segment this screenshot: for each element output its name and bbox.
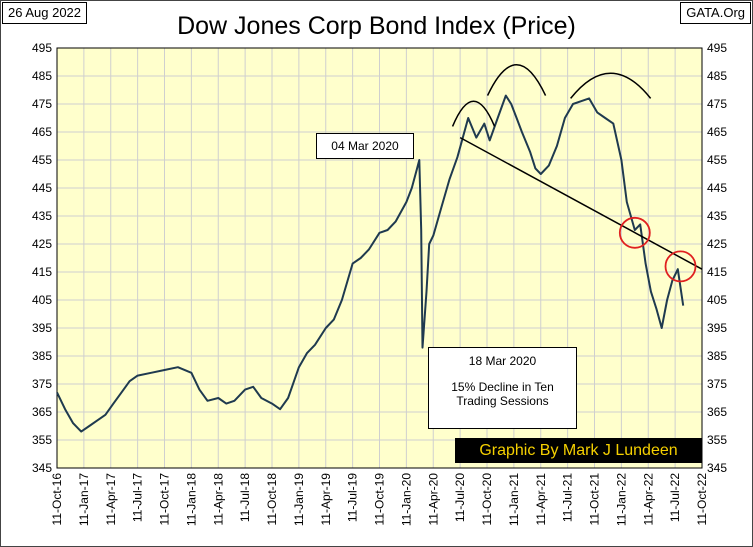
x-tick-label: 11-Oct-22: [695, 473, 709, 526]
y-tick-label-right: 405: [707, 293, 727, 307]
y-tick-label-right: 365: [707, 405, 727, 419]
x-tick-label: 11-Oct-16: [50, 473, 64, 526]
y-tick-label-left: 385: [32, 349, 52, 363]
x-tick-label: 11-Oct-20: [480, 473, 494, 526]
x-tick-label: 11-Apr-22: [641, 473, 655, 526]
peak-date-annotation: 04 Mar 2020: [316, 133, 414, 159]
x-tick-label: 11-Jul-22: [668, 473, 682, 522]
y-tick-label-left: 405: [32, 293, 52, 307]
y-tick-label-right: 485: [707, 69, 727, 83]
y-tick-label-right: 455: [707, 153, 727, 167]
peak-arc: [451, 100, 496, 127]
highlight-circle: [618, 216, 651, 249]
crash-note-line1: 15% Decline in Ten: [451, 380, 554, 394]
x-tick-label: 11-Apr-17: [104, 473, 118, 526]
y-tick-label-right: 435: [707, 209, 727, 223]
credit-banner: Graphic By Mark J Lundeen: [455, 438, 702, 463]
y-tick-label-left: 375: [32, 377, 52, 391]
peak-arc: [486, 64, 547, 96]
y-tick-label-left: 355: [32, 433, 52, 447]
y-tick-label-left: 395: [32, 321, 52, 335]
y-tick-label-left: 465: [32, 125, 52, 139]
x-tick-label: 11-Apr-18: [211, 473, 225, 526]
y-tick-label-right: 445: [707, 181, 727, 195]
x-tick-label: 11-Jul-17: [131, 473, 145, 522]
y-tick-label-left: 455: [32, 153, 52, 167]
y-tick-label-right: 375: [707, 377, 727, 391]
y-tick-label-right: 475: [707, 97, 727, 111]
peak-arc: [570, 72, 652, 99]
x-tick-label: 11-Oct-18: [265, 473, 279, 526]
x-tick-label: 11-Jul-18: [238, 473, 252, 522]
chart-title: Dow Jones Corp Bond Index (Price): [177, 12, 576, 40]
y-tick-label-right: 345: [707, 461, 727, 475]
x-tick-label: 11-Apr-19: [319, 473, 333, 526]
y-tick-label-left: 365: [32, 405, 52, 419]
y-tick-label-right: 395: [707, 321, 727, 335]
trend-line: [459, 136, 703, 270]
x-tick-label: 11-Oct-21: [588, 473, 602, 526]
crash-annotation: 18 Mar 2020 15% Decline in Ten Trading S…: [428, 347, 577, 429]
y-tick-label-left: 475: [32, 97, 52, 111]
highlight-circle: [664, 250, 697, 283]
y-tick-label-right: 415: [707, 265, 727, 279]
crash-note-line2: Trading Sessions: [456, 394, 549, 408]
y-tick-label-left: 445: [32, 181, 52, 195]
plot-border: [56, 47, 703, 469]
x-tick-label: 11-Jul-20: [453, 473, 467, 522]
y-tick-label-left: 415: [32, 265, 52, 279]
y-tick-label-right: 385: [707, 349, 727, 363]
x-tick-label: 11-Oct-19: [373, 473, 387, 526]
y-tick-label-right: 425: [707, 237, 727, 251]
x-tick-label: 11-Jan-22: [614, 473, 628, 526]
series-line: [56, 94, 685, 433]
y-tick-label-right: 355: [707, 433, 727, 447]
x-tick-label: 11-Jan-21: [507, 473, 521, 526]
x-tick-label: 11-Apr-20: [426, 473, 440, 526]
x-tick-label: 11-Jan-19: [292, 473, 306, 526]
site-label: GATA.Org: [680, 2, 751, 24]
x-tick-label: 11-Jan-20: [399, 473, 413, 526]
y-tick-label-left: 495: [32, 41, 52, 55]
y-tick-label-right: 465: [707, 125, 727, 139]
x-tick-label: 11-Jul-21: [561, 473, 575, 522]
x-tick-label: 11-Oct-17: [158, 473, 172, 526]
y-tick-label-left: 435: [32, 209, 52, 223]
x-tick-label: 11-Jan-18: [184, 473, 198, 526]
crash-date-label: 18 Mar 2020: [468, 354, 537, 368]
y-tick-label-left: 485: [32, 69, 52, 83]
y-tick-label-left: 345: [32, 461, 52, 475]
y-tick-label-right: 495: [707, 41, 727, 55]
date-label: 26 Aug 2022: [2, 2, 88, 24]
x-tick-label: 11-Apr-21: [534, 473, 548, 526]
x-tick-label: 11-Jul-19: [346, 473, 360, 522]
x-tick-label: 11-Jan-17: [77, 473, 91, 526]
y-tick-label-left: 425: [32, 237, 52, 251]
